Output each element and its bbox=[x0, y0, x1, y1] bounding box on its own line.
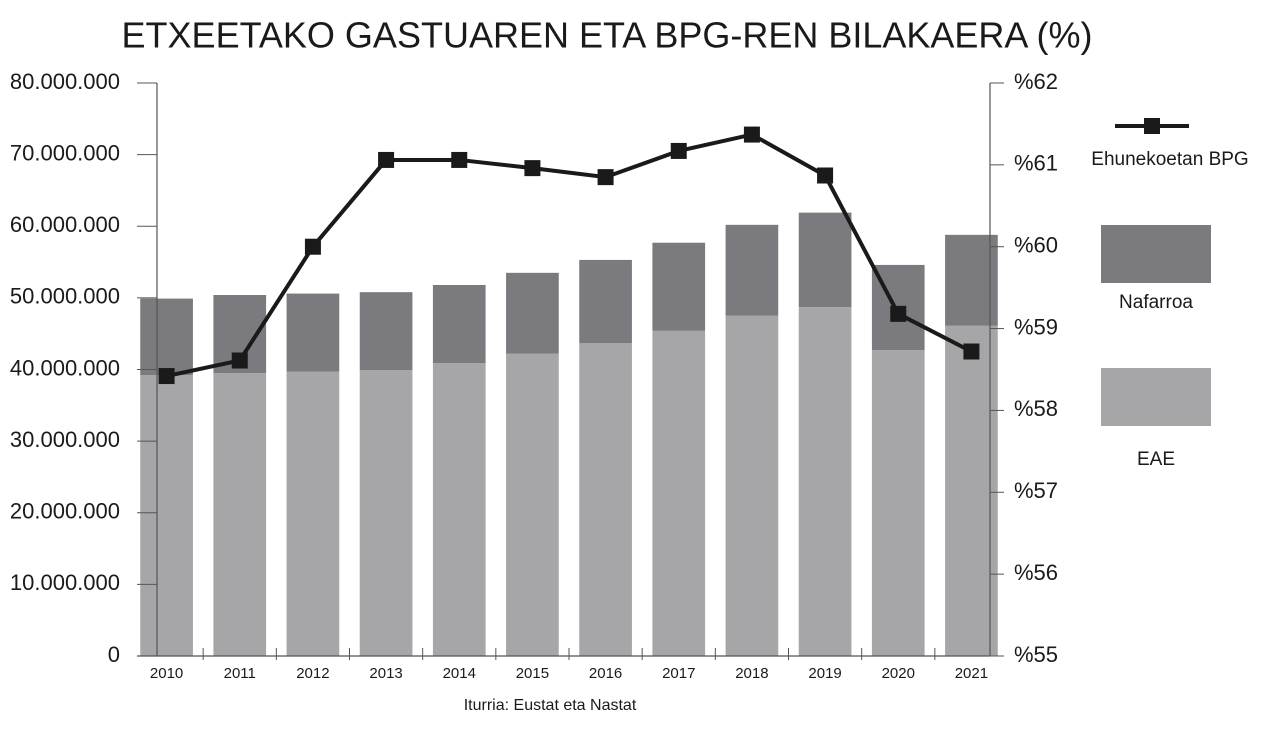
bar bbox=[359, 370, 413, 656]
source: Iturria: Eustat eta Nastat bbox=[464, 697, 637, 714]
chart-title: ETXEETAKO GASTUAREN ETA BPG-REN BILAKAER… bbox=[122, 15, 1093, 56]
legend-swatch bbox=[1101, 368, 1211, 426]
marker bbox=[743, 126, 760, 143]
bar bbox=[432, 284, 486, 364]
marker bbox=[524, 160, 541, 177]
marker bbox=[158, 368, 175, 385]
bar bbox=[798, 212, 852, 308]
bar bbox=[506, 353, 559, 656]
y-tick-label: 50.000.000 bbox=[10, 284, 120, 309]
y-tick-label: 0 bbox=[108, 642, 120, 667]
y2-tick-label: %62 bbox=[1014, 69, 1058, 94]
x-tick-label: 2011 bbox=[224, 665, 256, 682]
x-tick-label: 2013 bbox=[369, 665, 402, 682]
y2-tick-label: %60 bbox=[1014, 233, 1058, 258]
bar bbox=[725, 224, 779, 316]
x-tick-label: 2019 bbox=[808, 665, 841, 682]
marker bbox=[231, 352, 248, 369]
legend-label: EAE bbox=[1137, 449, 1175, 470]
x-tick-label: 2017 bbox=[662, 665, 695, 682]
bar bbox=[140, 298, 193, 376]
y-tick-label: 20.000.000 bbox=[10, 499, 120, 524]
y2-tick-label: %59 bbox=[1014, 314, 1058, 339]
x-tick-label: 2010 bbox=[150, 665, 183, 682]
x-tick-label: 2020 bbox=[882, 665, 915, 682]
y-tick-label: 70.000.000 bbox=[10, 140, 120, 165]
marker bbox=[378, 151, 395, 168]
bar bbox=[725, 315, 779, 656]
bar bbox=[286, 293, 340, 372]
marker bbox=[890, 305, 907, 322]
y-tick-label: 40.000.000 bbox=[10, 355, 120, 380]
x-tick-label: 2014 bbox=[443, 665, 476, 682]
bar bbox=[286, 371, 340, 656]
marker bbox=[304, 238, 321, 255]
bar bbox=[506, 272, 559, 354]
y2-tick-label: %55 bbox=[1014, 642, 1058, 667]
y2-tick-label: %57 bbox=[1014, 478, 1058, 503]
y2-tick-label: %56 bbox=[1014, 560, 1058, 585]
bar bbox=[213, 373, 267, 656]
bar bbox=[432, 363, 486, 656]
legend-marker bbox=[1144, 118, 1160, 134]
bar bbox=[652, 242, 706, 331]
x-tick-label: 2021 bbox=[955, 665, 988, 682]
bar bbox=[140, 375, 193, 656]
y-tick-label: 60.000.000 bbox=[10, 212, 120, 237]
y2-tick-label: %58 bbox=[1014, 396, 1058, 421]
marker bbox=[963, 343, 980, 360]
bar bbox=[945, 325, 998, 656]
x-tick-label: 2016 bbox=[589, 665, 622, 682]
line bbox=[166, 132, 973, 379]
marker bbox=[817, 167, 834, 184]
marker bbox=[670, 142, 687, 159]
x-tick-label: 2012 bbox=[296, 665, 329, 682]
marker bbox=[451, 151, 468, 168]
bar bbox=[798, 307, 852, 656]
y-tick-label: 10.000.000 bbox=[10, 570, 120, 595]
bar bbox=[945, 234, 998, 326]
bar bbox=[579, 259, 632, 343]
legend-label: Ehunekoetan BPG bbox=[1091, 149, 1248, 170]
marker bbox=[597, 169, 614, 186]
bar bbox=[359, 292, 413, 371]
legend-label: Nafarroa bbox=[1119, 292, 1193, 313]
x-tick-label: 2015 bbox=[516, 665, 549, 682]
legend-swatch bbox=[1101, 225, 1211, 283]
y2-tick-label: %61 bbox=[1014, 151, 1058, 176]
bar bbox=[871, 350, 925, 656]
bar bbox=[579, 342, 632, 656]
x-tick-label: 2018 bbox=[735, 665, 768, 682]
y-tick-label: 30.000.000 bbox=[10, 427, 120, 452]
y-tick-label: 80.000.000 bbox=[10, 69, 120, 94]
bar bbox=[652, 330, 706, 656]
